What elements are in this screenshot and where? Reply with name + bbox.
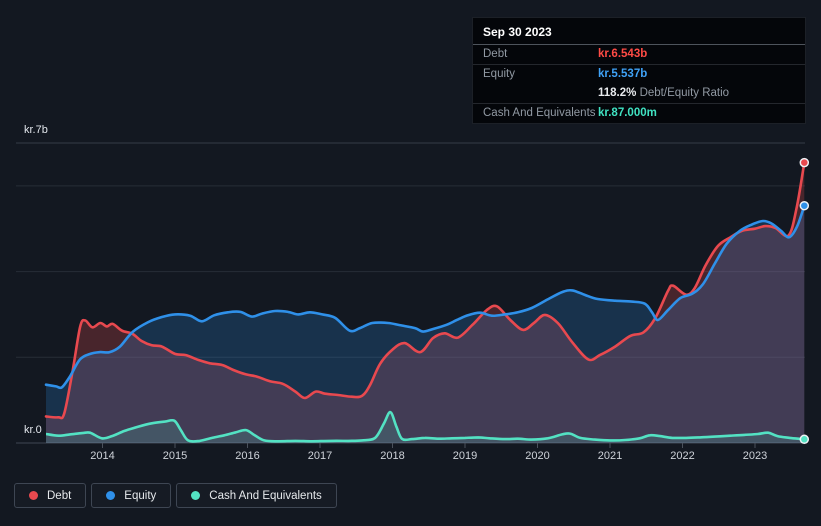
page: { "tooltip": { "date": "Sep 30 2023", "d…: [0, 0, 821, 526]
cash-legend-dot-icon: [191, 491, 200, 500]
legend-item-equity[interactable]: Equity: [91, 483, 171, 508]
x-tick-label-2022: 2022: [670, 450, 694, 462]
tooltip-cash-row: Cash And Equivalents kr.87.000m: [473, 103, 805, 123]
legend-item-cash[interactable]: Cash And Equivalents: [176, 483, 337, 508]
tooltip-debt-label: Debt: [483, 47, 598, 62]
equity-end-marker[interactable]: [800, 202, 808, 210]
tooltip-cash-label: Cash And Equivalents: [483, 106, 598, 121]
debt-end-marker[interactable]: [800, 159, 808, 167]
legend-item-debt[interactable]: Debt: [14, 483, 86, 508]
tooltip-ratio-value: 118.2%: [598, 87, 636, 99]
equity-area: [46, 206, 804, 443]
x-tick-label-2015: 2015: [163, 450, 187, 462]
x-tick-label-2021: 2021: [598, 450, 622, 462]
debt-legend-dot-icon: [29, 491, 38, 500]
x-tick-label-2019: 2019: [453, 450, 477, 462]
tooltip-date: Sep 30 2023: [473, 18, 805, 44]
chart-legend: Debt Equity Cash And Equivalents: [14, 483, 337, 508]
chart-tooltip: Sep 30 2023 Debt kr.6.543b Equity kr.5.5…: [472, 17, 806, 124]
tooltip-debt-value: kr.6.543b: [598, 47, 647, 62]
tooltip-equity-label: Equity: [483, 67, 598, 82]
x-tick-label-2014: 2014: [90, 450, 114, 462]
y-axis-label-bottom: kr.0: [22, 423, 46, 438]
x-tick-label-2017: 2017: [308, 450, 332, 462]
x-tick-label-2016: 2016: [235, 450, 259, 462]
tooltip-ratio-label: Debt/Equity Ratio: [640, 87, 730, 99]
cash-end-marker[interactable]: [800, 435, 808, 443]
tooltip-equity-row: Equity kr.5.537b: [473, 64, 805, 84]
legend-item-cash-label: Cash And Equivalents: [209, 490, 322, 502]
tooltip-equity-value: kr.5.537b: [598, 67, 647, 82]
chart-panel: 2014 2015 2016 2017 2018 2019 2020 2021 2022 2023…: [0, 0, 821, 526]
equity-legend-dot-icon: [106, 491, 115, 500]
x-tick-label-2020: 2020: [525, 450, 549, 462]
x-tick-label-2023: 2023: [743, 450, 767, 462]
legend-item-debt-label: Debt: [47, 490, 71, 502]
y-axis-label-top: kr.7b: [22, 123, 52, 138]
x-tick-label-2018: 2018: [380, 450, 404, 462]
tooltip-debt-row: Debt kr.6.543b: [473, 44, 805, 64]
legend-item-equity-label: Equity: [124, 490, 156, 502]
tooltip-cash-value: kr.87.000m: [598, 106, 657, 121]
tooltip-ratio-row: 118.2% Debt/Equity Ratio: [473, 84, 805, 103]
